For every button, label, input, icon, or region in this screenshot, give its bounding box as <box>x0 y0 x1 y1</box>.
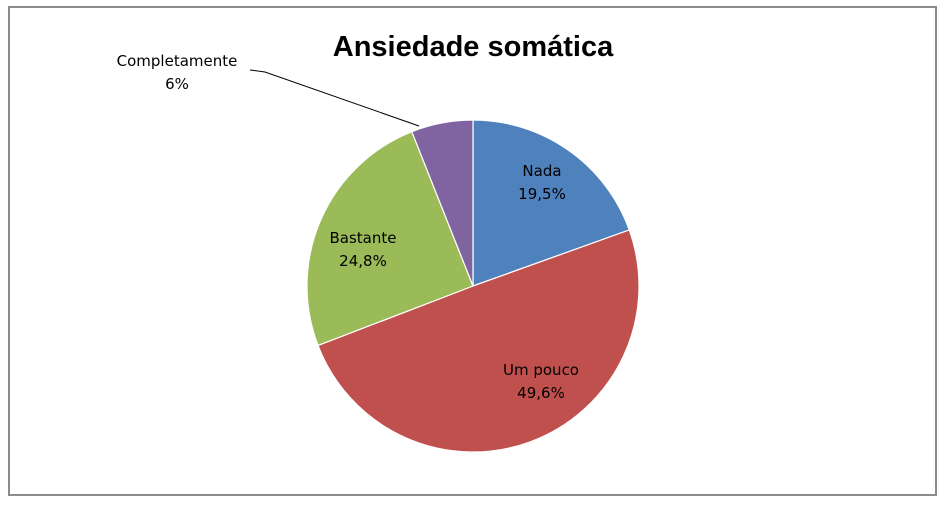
slice-value-bastante: 24,8% <box>339 252 387 270</box>
slice-label-bastante: Bastante <box>330 229 397 247</box>
slice-label-um-pouco: Um pouco <box>503 361 579 379</box>
chart-title: Ansiedade somática <box>333 31 614 63</box>
slice-value-completamente: 6% <box>165 75 189 93</box>
completamente-leader-line <box>249 69 420 127</box>
pie-slice-um-pouco <box>317 229 640 453</box>
slice-label-nada: Nada <box>522 162 561 180</box>
slice-labels: Nada 19,5% Um pouco 49,6% Bastante 24,8% Compl… <box>117 52 579 402</box>
pie-slices <box>306 119 640 453</box>
slice-value-nada: 19,5% <box>518 185 566 203</box>
pie-slice-completamente <box>411 119 474 287</box>
slice-label-completamente: Completamente <box>117 52 238 70</box>
slice-value-um-pouco: 49,6% <box>517 384 565 402</box>
pie-slice-nada <box>472 119 631 287</box>
pie-slice-bastante <box>306 130 474 347</box>
